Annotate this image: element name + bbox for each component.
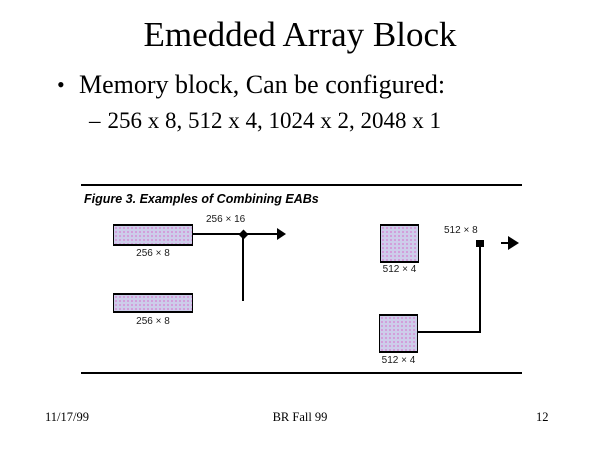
block-label: 256 × 8 — [136, 316, 170, 327]
block-label: 512 × 4 — [381, 355, 416, 366]
eab-block-512x4-bottom — [379, 314, 418, 353]
figure-bottom-rule — [81, 372, 522, 374]
bus-junction-dot — [238, 229, 249, 240]
bullet-item: • Memory block, Can be configured: — [57, 70, 446, 100]
sub-bullet-dash-marker: – — [89, 108, 101, 133]
bus-junction-dot — [476, 240, 484, 247]
figure-top-rule — [81, 184, 522, 186]
bus-branch-line — [242, 235, 244, 301]
sub-bullet-text: 256 x 8, 512 x 4, 1024 x 2, 2048 x 1 — [107, 108, 442, 133]
block-label: 256 × 8 — [136, 248, 170, 259]
footer-center-text: BR Fall 99 — [272, 410, 328, 424]
eab-block-256x8-bottom — [113, 293, 193, 313]
footer-page-number: 12 — [536, 410, 549, 424]
output-label: 256 × 16 — [206, 214, 246, 225]
bullet-text: Memory block, Can be configured: — [79, 70, 446, 99]
elbow-horizontal-line — [418, 331, 481, 333]
output-bus-line — [193, 233, 278, 235]
slide-title: Emedded Array Block — [143, 15, 457, 54]
arrowhead-icon — [277, 228, 286, 240]
footer-date: 11/17/99 — [45, 410, 89, 424]
eab-block-512x4-top — [380, 224, 419, 263]
bullet-marker: • — [57, 72, 65, 97]
arrowhead-icon — [508, 236, 519, 250]
sub-bullet-item: –256 x 8, 512 x 4, 1024 x 2, 2048 x 1 — [89, 108, 441, 133]
elbow-vertical-line — [479, 246, 481, 333]
eab-block-256x8-top — [113, 224, 193, 246]
output-bus-line — [501, 242, 508, 244]
output-label: 512 × 8 — [444, 225, 478, 236]
block-label: 512 × 4 — [382, 264, 417, 275]
figure-caption: Figure 3. Examples of Combining EABs — [84, 192, 319, 206]
